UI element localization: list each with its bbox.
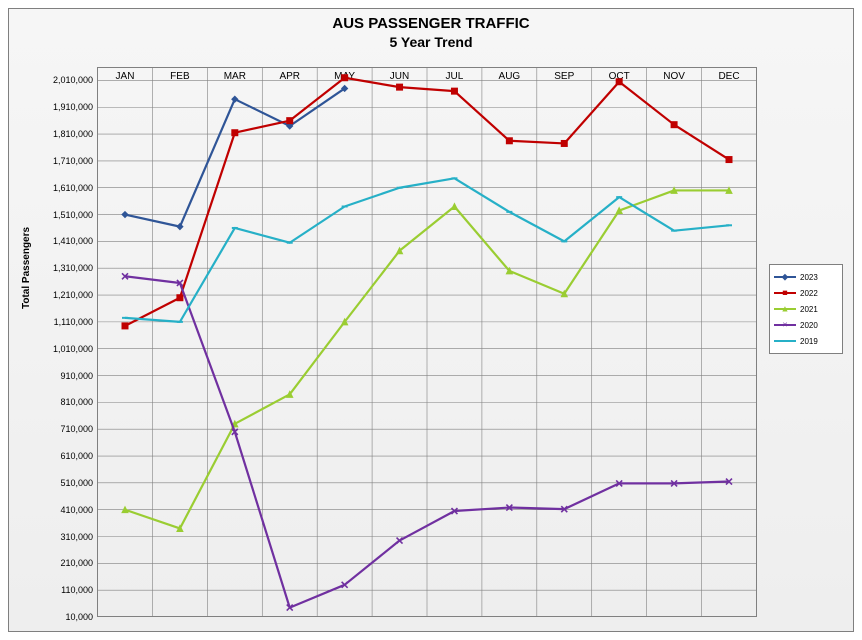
y-tick-label: 1,110,000: [54, 317, 93, 327]
legend-item: ◆ 2023: [774, 269, 838, 285]
grid: [97, 67, 757, 617]
y-tick-label: 310,000: [60, 532, 93, 542]
y-axis-labels: 10,000110,000210,000310,000410,000510,00…: [41, 67, 93, 617]
legend-swatch: ×: [774, 320, 796, 330]
legend-label: 2021: [800, 305, 818, 314]
y-tick-label: 1,910,000: [53, 102, 93, 112]
legend-item: — 2019: [774, 333, 838, 349]
y-tick-label: 410,000: [60, 505, 93, 515]
chart-svg: [97, 67, 757, 617]
y-tick-label: 1,510,000: [53, 210, 93, 220]
legend: ◆ 2023 ■ 2022 ▲ 2021 × 2020 — 2019: [769, 264, 843, 354]
legend-swatch: ▲: [774, 304, 796, 314]
dash-icon: —: [781, 337, 790, 346]
legend-label: 2023: [800, 273, 818, 282]
legend-swatch: ■: [774, 288, 796, 298]
y-tick-label: 1,410,000: [53, 236, 93, 246]
y-tick-label: 510,000: [60, 478, 93, 488]
legend-swatch: ◆: [774, 272, 796, 282]
legend-item: × 2020: [774, 317, 838, 333]
y-tick-label: 1,810,000: [53, 129, 93, 139]
y-tick-label: 1,310,000: [53, 263, 93, 273]
diamond-icon: ◆: [782, 273, 789, 282]
legend-label: 2020: [800, 321, 818, 330]
y-tick-label: 810,000: [60, 397, 93, 407]
legend-item: ▲ 2021: [774, 301, 838, 317]
chart-titles: AUS PASSENGER TRAFFIC 5 Year Trend: [9, 15, 853, 50]
y-tick-label: 610,000: [60, 451, 93, 461]
page: AUS PASSENGER TRAFFIC 5 Year Trend Total…: [0, 0, 862, 640]
y-axis-title: Total Passengers: [21, 227, 32, 309]
triangle-icon: ▲: [781, 305, 790, 314]
legend-swatch: —: [774, 336, 796, 346]
chart-subtitle: 5 Year Trend: [9, 34, 853, 50]
y-tick-label: 210,000: [60, 558, 93, 568]
square-icon: ■: [782, 289, 787, 298]
y-tick-label: 910,000: [60, 371, 93, 381]
legend-label: 2019: [800, 337, 818, 346]
plot-area: [97, 67, 757, 617]
y-tick-label: 1,710,000: [53, 156, 93, 166]
y-tick-label: 110,000: [61, 585, 93, 595]
y-tick-label: 2,010,000: [53, 75, 93, 85]
y-tick-label: 10,000: [65, 612, 93, 622]
y-tick-label: 1,610,000: [53, 183, 93, 193]
legend-label: 2022: [800, 289, 818, 298]
chart-title: AUS PASSENGER TRAFFIC: [9, 15, 853, 32]
x-icon: ×: [782, 321, 787, 330]
y-tick-label: 710,000: [60, 424, 93, 434]
y-tick-label: 1,210,000: [53, 290, 93, 300]
chart-card: AUS PASSENGER TRAFFIC 5 Year Trend Total…: [8, 8, 854, 632]
y-tick-label: 1,010,000: [53, 344, 93, 354]
legend-item: ■ 2022: [774, 285, 838, 301]
